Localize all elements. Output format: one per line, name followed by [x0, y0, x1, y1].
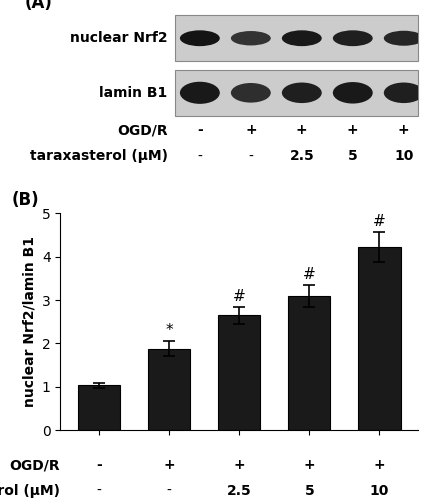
Text: #: #	[372, 214, 385, 229]
Text: 5: 5	[347, 150, 357, 164]
Bar	[147, 348, 190, 430]
Text: -: -	[96, 484, 101, 498]
Text: OGD/R: OGD/R	[10, 458, 60, 472]
Ellipse shape	[281, 82, 321, 103]
Text: -: -	[197, 124, 202, 138]
Text: *: *	[165, 323, 172, 338]
Ellipse shape	[332, 82, 372, 104]
Y-axis label: nuclear Nrf2/lamin B1: nuclear Nrf2/lamin B1	[22, 236, 36, 407]
Text: +: +	[233, 458, 244, 472]
Text: +: +	[244, 124, 256, 138]
Text: #: #	[302, 267, 315, 282]
Text: lamin B1: lamin B1	[99, 86, 167, 100]
Ellipse shape	[179, 30, 219, 46]
Text: OGD/R: OGD/R	[117, 124, 167, 138]
Text: taraxasterol (μM): taraxasterol (μM)	[0, 484, 60, 498]
Bar	[78, 386, 120, 430]
Text: -: -	[96, 458, 101, 472]
FancyBboxPatch shape	[175, 70, 417, 116]
Ellipse shape	[332, 30, 372, 46]
Bar	[358, 248, 399, 430]
Text: 2.5: 2.5	[226, 484, 251, 498]
Text: 10: 10	[393, 150, 412, 164]
Text: +: +	[163, 458, 175, 472]
Text: +: +	[303, 458, 314, 472]
Text: -: -	[197, 150, 202, 164]
Text: nuclear Nrf2: nuclear Nrf2	[70, 31, 167, 45]
Text: +: +	[373, 458, 384, 472]
Text: (B): (B)	[12, 191, 40, 209]
Text: +: +	[397, 124, 408, 138]
Text: 10: 10	[369, 484, 388, 498]
Text: #: #	[232, 288, 245, 304]
Ellipse shape	[230, 83, 270, 102]
Bar	[288, 296, 330, 430]
Ellipse shape	[281, 30, 321, 46]
Ellipse shape	[383, 30, 423, 46]
FancyBboxPatch shape	[175, 15, 417, 62]
Text: -: -	[166, 484, 171, 498]
Ellipse shape	[383, 82, 423, 103]
Bar	[218, 315, 260, 430]
Text: (A): (A)	[25, 0, 52, 12]
Text: 5: 5	[304, 484, 313, 498]
Text: -: -	[248, 150, 253, 164]
Ellipse shape	[230, 31, 270, 46]
Text: 2.5: 2.5	[289, 150, 313, 164]
Text: +: +	[346, 124, 358, 138]
Ellipse shape	[179, 82, 219, 104]
Text: taraxasterol (μM): taraxasterol (μM)	[30, 150, 167, 164]
Text: +: +	[295, 124, 307, 138]
